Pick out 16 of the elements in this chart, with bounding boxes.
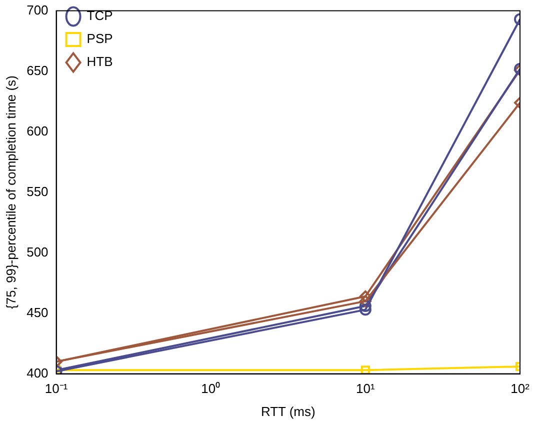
y-tick-label: 550: [26, 184, 48, 199]
y-tick-label: 600: [26, 123, 48, 138]
y-tick-label: 500: [26, 244, 48, 260]
legend-label: TCP: [86, 8, 113, 24]
legend-label: PSP: [86, 31, 113, 46]
y-tick-label: 450: [26, 304, 48, 320]
x-tick-label: 10⁻¹: [44, 381, 68, 396]
y-tick-label: 400: [26, 365, 48, 380]
y-tick-label: 700: [26, 2, 48, 18]
x-axis-title: RTT (ms): [260, 404, 316, 419]
y-axis-title: {75, 99}-percentile of completion time (s): [3, 76, 18, 310]
x-tick-label: 10¹: [356, 381, 376, 396]
x-tick-label: 10²: [510, 381, 530, 396]
x-tick-label: 10⁰: [201, 381, 221, 396]
y-tick-label: 650: [26, 62, 48, 78]
legend-label: HTB: [86, 54, 113, 70]
